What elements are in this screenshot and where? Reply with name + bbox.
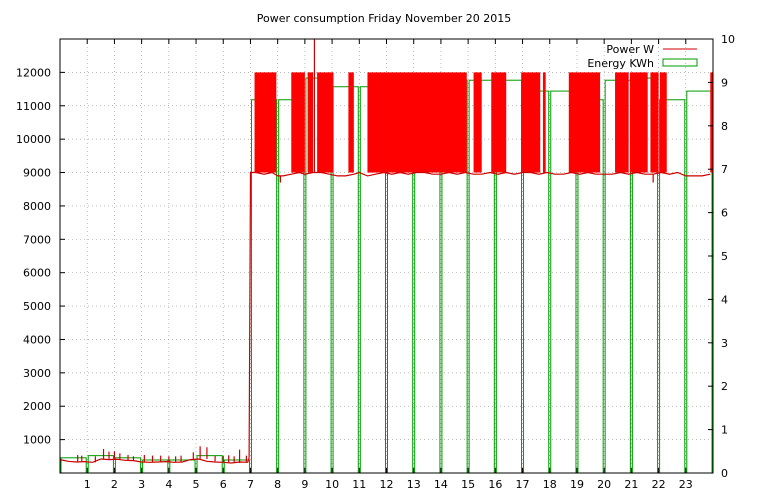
y-tick-label: 2000 <box>23 400 51 413</box>
y-tick-label: 10000 <box>16 133 51 146</box>
x-tick-label: 22 <box>652 478 666 491</box>
y2-tick-label: 4 <box>721 293 728 306</box>
power-band <box>615 72 629 173</box>
x-tick-label: 4 <box>165 478 172 491</box>
legend-label-energy: Energy KWh <box>587 57 654 70</box>
y2-tick-label: 1 <box>721 424 728 437</box>
power-band <box>307 72 314 173</box>
y2-tick-label: 6 <box>721 207 728 220</box>
x-tick-label: 16 <box>488 478 502 491</box>
y2-tick-label: 10 <box>721 33 735 46</box>
x-tick-label: 1 <box>84 478 91 491</box>
x-tick-label: 21 <box>624 478 638 491</box>
x-tick-label: 10 <box>325 478 339 491</box>
y-tick-label: 5000 <box>23 300 51 313</box>
power-line <box>59 171 711 464</box>
y2-tick-label: 9 <box>721 76 728 89</box>
power-band <box>542 72 546 173</box>
power-band <box>473 72 482 173</box>
y-tick-label: 7000 <box>23 233 51 246</box>
power-band <box>291 72 305 173</box>
y2-tick-label: 0 <box>721 467 728 480</box>
chart-title: Power consumption Friday November 20 201… <box>257 12 512 25</box>
x-tick-label: 15 <box>461 478 475 491</box>
x-tick-label: 5 <box>193 478 200 491</box>
legend-swatch-energy <box>662 58 698 67</box>
x-tick-label: 3 <box>138 478 145 491</box>
axis-layer: 1 2 3 4 5 6 7 8 9 10 11 12 13 14 15 16 17 18 19 20 21 22 23100… <box>16 33 735 491</box>
x-tick-label: 13 <box>407 478 421 491</box>
x-tick-label: 8 <box>274 478 281 491</box>
x-tick-label: 6 <box>220 478 227 491</box>
x-tick-label: 19 <box>570 478 584 491</box>
x-tick-label: 17 <box>516 478 530 491</box>
y2-tick-label: 7 <box>721 163 728 176</box>
power-band <box>659 72 667 173</box>
y2-tick-label: 3 <box>721 337 728 350</box>
y-tick-label: 9000 <box>23 167 51 180</box>
power-band <box>650 72 659 173</box>
y2-tick-label: 8 <box>721 120 728 133</box>
power-band <box>521 72 541 173</box>
power-line-layer <box>59 39 713 464</box>
y-tick-label: 4000 <box>23 333 51 346</box>
y-tick-label: 3000 <box>23 367 51 380</box>
x-tick-label: 9 <box>301 478 308 491</box>
y2-tick-label: 5 <box>721 250 728 263</box>
x-tick-label: 20 <box>597 478 611 491</box>
x-tick-label: 11 <box>352 478 366 491</box>
x-tick-label: 7 <box>247 478 254 491</box>
x-tick-label: 12 <box>380 478 394 491</box>
power-band <box>254 72 277 173</box>
power-band <box>348 72 354 173</box>
legend-label-power: Power W <box>606 43 654 56</box>
x-tick-label: 18 <box>543 478 557 491</box>
y-tick-label: 1000 <box>23 434 51 447</box>
y-tick-label: 6000 <box>23 267 51 280</box>
x-tick-label: 23 <box>679 478 693 491</box>
power-band <box>630 72 648 173</box>
y2-tick-label: 2 <box>721 380 728 393</box>
y-tick-label: 11000 <box>16 100 51 113</box>
y-tick-label: 8000 <box>23 200 51 213</box>
power-band <box>568 72 601 173</box>
power-band <box>317 72 334 173</box>
power-band <box>710 72 713 173</box>
power-band <box>367 72 467 173</box>
legend: Power W Energy KWh <box>587 43 698 70</box>
x-tick-label: 14 <box>434 478 448 491</box>
y-tick-label: 12000 <box>16 66 51 79</box>
x-tick-label: 2 <box>111 478 118 491</box>
power-band <box>491 72 507 173</box>
